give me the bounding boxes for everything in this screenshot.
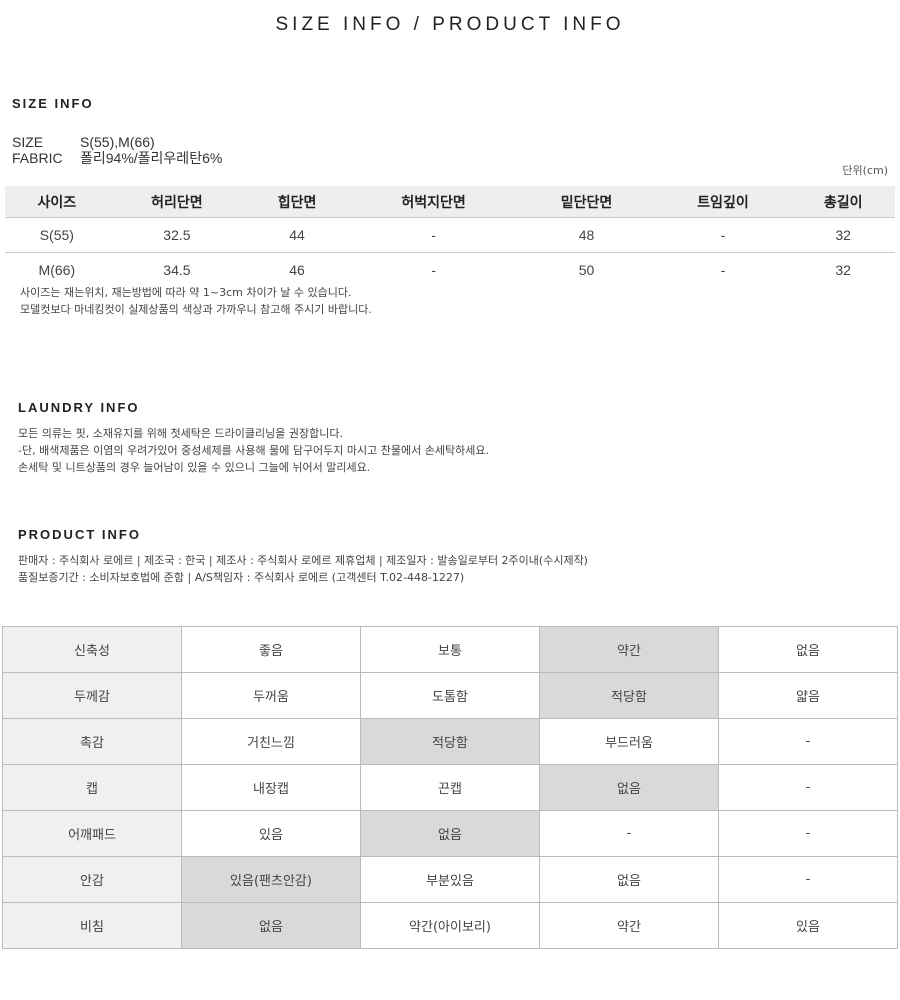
- attribute-option: 끈캡: [360, 764, 540, 811]
- table-cell: -: [654, 217, 792, 253]
- attribute-option: 얇음: [718, 672, 898, 719]
- attribute-option: 거친느낌: [181, 718, 361, 765]
- attribute-label: 어깨패드: [2, 810, 182, 857]
- attribute-option: 약간(아이보리): [360, 902, 540, 949]
- attribute-label: 촉감: [2, 718, 182, 765]
- product-line: 판매자 : 주식회사 로에르 | 제조국 : 한국 | 제조사 : 주식회사 로…: [18, 554, 588, 567]
- attribute-option: 있음: [718, 902, 898, 949]
- attribute-label: 두께감: [2, 672, 182, 719]
- fabric-line: FABRIC 폴리94%/폴리우레탄6%: [12, 150, 222, 166]
- laundry-line: 모든 의류는 핏, 소재유지를 위해 첫세탁은 드라이클리닝을 권장합니다.: [18, 427, 343, 440]
- attribute-row: 캡 내장캡 끈캡 없음 -: [2, 764, 898, 811]
- laundry-heading: LAUNDRY INFO: [18, 400, 140, 415]
- attribute-option: -: [718, 810, 898, 857]
- attribute-option: 없음: [539, 856, 719, 903]
- attribute-option: -: [539, 810, 719, 857]
- attribute-option-selected: 없음: [360, 810, 540, 857]
- table-cell: 48: [518, 217, 655, 253]
- size-notes: 사이즈는 재는위치, 재는방법에 따라 약 1~3cm 차이가 날 수 있습니다…: [20, 284, 372, 318]
- size-info-heading: SIZE INFO: [12, 96, 94, 111]
- attribute-row: 신축성 좋음 보통 약간 없음: [2, 626, 898, 673]
- attribute-option: -: [718, 718, 898, 765]
- attribute-label: 비침: [2, 902, 182, 949]
- column-header: 허벅지단면: [348, 186, 519, 218]
- attribute-table: 신축성 좋음 보통 약간 없음 두께감 두꺼움 도톰함 적당함 얇음 촉감 거친느낌 적당함 부드러움 - 캡…: [2, 626, 898, 949]
- attribute-row: 어깨패드 있음 없음 - -: [2, 810, 898, 857]
- column-header: 밑단단면: [518, 186, 655, 218]
- attribute-label: 신축성: [2, 626, 182, 673]
- table-cell: 44: [245, 217, 349, 253]
- table-cell: 34.5: [163, 262, 191, 278]
- attribute-option-selected: 있음(팬츠안감): [181, 856, 361, 903]
- table-cell: 32.5: [108, 217, 246, 253]
- attribute-row: 두께감 두꺼움 도톰함 적당함 얇음: [2, 672, 898, 719]
- attribute-option: 약간: [539, 902, 719, 949]
- attribute-option: -: [718, 856, 898, 903]
- attribute-option-selected: 없음: [181, 902, 361, 949]
- column-header: 허리단면: [108, 186, 246, 218]
- attribute-option-selected: 적당함: [360, 718, 540, 765]
- unit-label: 단위(cm): [842, 164, 888, 177]
- size-label: SIZE: [12, 134, 44, 150]
- column-header: 트임깊이: [654, 186, 792, 218]
- attribute-row: 비침 없음 약간(아이보리) 약간 있음: [2, 902, 898, 949]
- table-cell: 46: [289, 262, 305, 278]
- product-heading: PRODUCT INFO: [18, 527, 141, 542]
- attribute-option: 좋음: [181, 626, 361, 673]
- attribute-label: 안감: [2, 856, 182, 903]
- table-row: S(55) 32.5 44-48-32: [5, 217, 895, 253]
- attribute-option-selected: 약간: [539, 626, 719, 673]
- attribute-row: 촉감 거친느낌 적당함 부드러움 -: [2, 718, 898, 765]
- fabric-label: FABRIC: [12, 150, 63, 166]
- product-line: 품질보증기간 : 소비자보호법에 준함 | A/S책임자 : 주식회사 로에르 …: [18, 571, 465, 584]
- product-text: 판매자 : 주식회사 로에르 | 제조국 : 한국 | 제조사 : 주식회사 로…: [18, 552, 588, 586]
- table-cell: M(66): [38, 262, 76, 278]
- attribute-label: 캡: [2, 764, 182, 811]
- size-value: S(55),M(66): [80, 134, 155, 150]
- attribute-row: 안감 있음(팬츠안감) 부분있음 없음 -: [2, 856, 898, 903]
- attribute-option: 있음: [181, 810, 361, 857]
- attribute-option: 두꺼움: [181, 672, 361, 719]
- laundry-text: 모든 의류는 핏, 소재유지를 위해 첫세탁은 드라이클리닝을 권장합니다. -…: [18, 425, 489, 476]
- size-note: 사이즈는 재는위치, 재는방법에 따라 약 1~3cm 차이가 날 수 있습니다…: [20, 286, 352, 299]
- table-cell: S(55): [5, 217, 109, 253]
- attribute-option: -: [718, 764, 898, 811]
- table-cell: -: [720, 262, 726, 278]
- column-header: 사이즈: [5, 186, 109, 218]
- attribute-option: 부분있음: [360, 856, 540, 903]
- attribute-option-selected: 없음: [539, 764, 719, 811]
- attribute-option: 부드러움: [539, 718, 719, 765]
- size-note: 모델컷보다 마네킹컷이 실제상품의 색상과 가까우니 참고해 주시기 바랍니다.: [20, 303, 372, 316]
- attribute-option: 도톰함: [360, 672, 540, 719]
- attribute-option: 내장캡: [181, 764, 361, 811]
- table-cell: 32: [791, 217, 895, 253]
- table-cell: 32: [835, 262, 851, 278]
- fabric-value: 폴리94%/폴리우레탄6%: [80, 150, 223, 166]
- column-header: 총길이: [791, 186, 895, 218]
- table-row: M(66) 34.5 46 - 50 - 32: [5, 253, 895, 288]
- size-line: SIZE S(55),M(66): [12, 134, 155, 150]
- table-cell: -: [431, 262, 436, 278]
- column-header: 힙단면: [245, 186, 349, 218]
- table-cell: 50: [578, 262, 595, 278]
- page-title: SIZE INFO / PRODUCT INFO: [275, 14, 625, 35]
- attribute-option-selected: 적당함: [539, 672, 719, 719]
- laundry-line: 손세탁 및 니트상품의 경우 늘어남이 있을 수 있으니 그늘에 뉘어서 말리세…: [18, 461, 371, 474]
- attribute-option: 없음: [718, 626, 898, 673]
- attribute-option: 보통: [360, 626, 540, 673]
- table-cell: -: [348, 217, 519, 253]
- size-table: 사이즈 허리단면 힙단면 허벅지단면 밑단단면 트임깊이 총길이 S(55) 32.5 44-4…: [5, 186, 895, 287]
- laundry-line: -단, 배색제품은 이염의 우려가있어 중성세제를 사용해 물에 담구어두지 마…: [18, 444, 489, 457]
